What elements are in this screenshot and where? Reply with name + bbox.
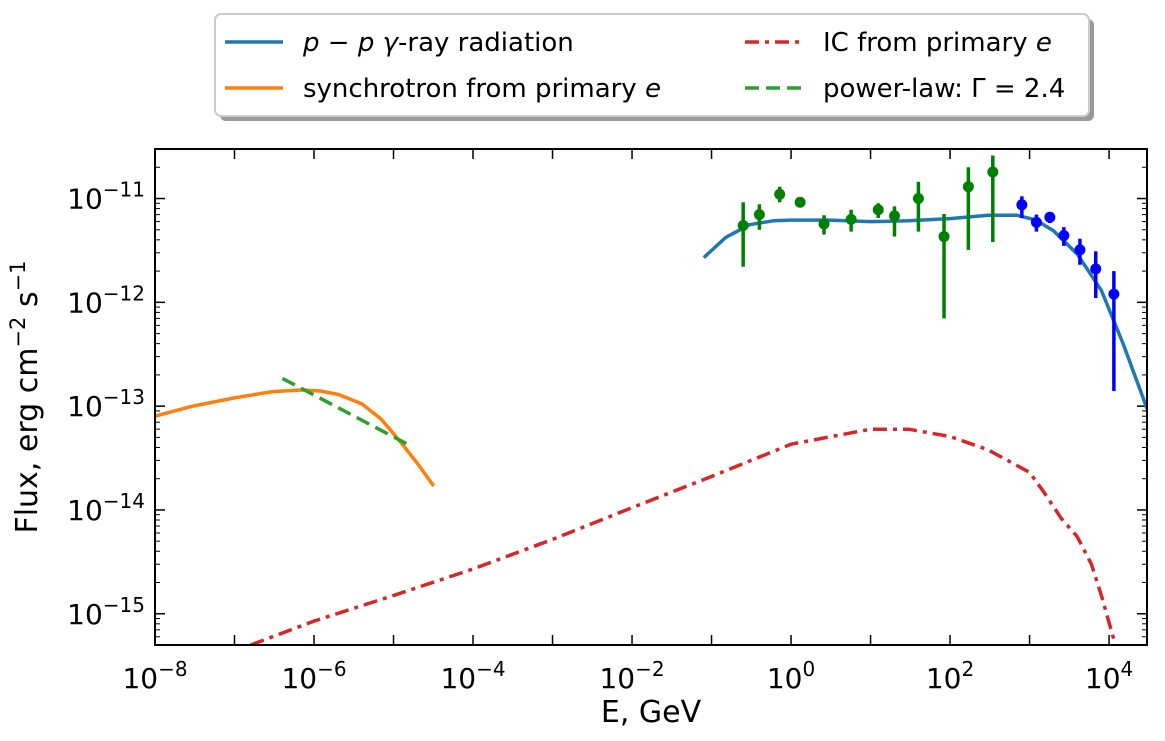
x-tick-label: 10−8 [122, 657, 187, 695]
legend-label-powerlaw: power-law: Γ = 2.4 [823, 74, 1065, 104]
y-tick-label: 10−12 [67, 281, 145, 319]
x-tick-label: 102 [926, 657, 974, 695]
blue-data-point [1030, 216, 1042, 228]
plot-frame [154, 148, 1148, 646]
green-data-point [962, 181, 974, 193]
green-data-point [987, 166, 999, 178]
blue-data-point [1044, 211, 1056, 223]
blue-data-point [1090, 263, 1102, 275]
green-data-point [753, 209, 765, 221]
green-data-point [912, 193, 924, 205]
series-pp-line [702, 213, 1147, 410]
legend: p − p γ-ray radiation synchrotron from pr… [214, 13, 1094, 121]
green-data-point [938, 231, 950, 243]
green-data-point [774, 188, 786, 200]
y-tick-label: 10−15 [67, 593, 145, 631]
legend-label-synchrotron: synchrotron from primary e [303, 74, 661, 104]
x-axis-title: E, GeV [601, 695, 702, 730]
x-tick-label: 10−6 [281, 657, 346, 695]
series-powerlaw-line [281, 376, 409, 446]
y-tick-label: 10−11 [67, 178, 145, 216]
green-data-point [818, 218, 830, 230]
x-tick-label: 10−2 [599, 657, 664, 695]
green-data-point [794, 196, 806, 208]
x-tick-label: 10−4 [440, 657, 505, 695]
legend-label-ic: IC from primary e [823, 28, 1052, 58]
series-synchrotron-line [155, 388, 436, 488]
y-tick-label: 10−14 [67, 489, 145, 527]
blue-data-point [1016, 199, 1028, 211]
green-data-point [888, 210, 900, 222]
legend-label-pp: p − p γ-ray radiation [302, 28, 574, 58]
green-data-point [872, 204, 884, 216]
x-tick-label: 100 [767, 657, 815, 695]
legend-frame [214, 13, 1090, 117]
green-data-point [845, 213, 857, 225]
series-ic-line [250, 427, 1118, 645]
x-tick-label: 104 [1085, 657, 1133, 695]
y-axis-title: Flux, erg cm−2 s−1 [6, 260, 45, 533]
y-tick-label: 10−13 [67, 385, 145, 423]
blue-data-point [1074, 244, 1086, 256]
green-data-point [737, 219, 749, 231]
blue-data-point [1058, 230, 1070, 242]
blue-data-point [1108, 288, 1120, 300]
